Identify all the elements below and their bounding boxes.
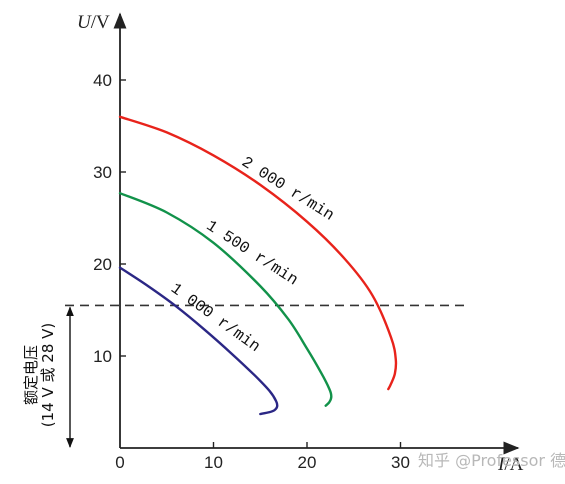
series-curve-2-000-r-min <box>118 115 398 391</box>
x-tick-label: 10 <box>204 453 223 472</box>
y-tick-label: 20 <box>93 255 112 274</box>
y-tick-label: 10 <box>93 347 112 366</box>
y-axis-title: U/V <box>77 12 110 33</box>
series-label-1-000-r-min: 1 000 r/min <box>167 280 263 356</box>
x-tick-label: 20 <box>298 453 317 472</box>
rated-voltage-line-1: 额定电压 <box>22 345 40 405</box>
series-curve-1-000-r-min <box>118 266 279 416</box>
x-tick-label: 30 <box>391 453 410 472</box>
y-ticks: 10 20 30 40 <box>93 71 126 366</box>
series-label-2-000-r-min: 2 000 r/min <box>238 153 337 225</box>
x-tick-label: 0 <box>115 453 124 472</box>
x-ticks: 0 10 20 30 <box>115 442 410 472</box>
rated-voltage-annotation: 额定电压 (14 V 或 28 V) <box>22 323 57 427</box>
series-curve-1-500-r-min <box>118 192 333 407</box>
y-tick-label: 30 <box>93 163 112 182</box>
watermark-text: 知乎 @Professor 德 <box>418 451 565 470</box>
rated-voltage-line-2: (14 V 或 28 V) <box>39 323 57 427</box>
x-axis-title: I/A <box>497 454 524 475</box>
y-tick-label: 40 <box>93 71 112 90</box>
